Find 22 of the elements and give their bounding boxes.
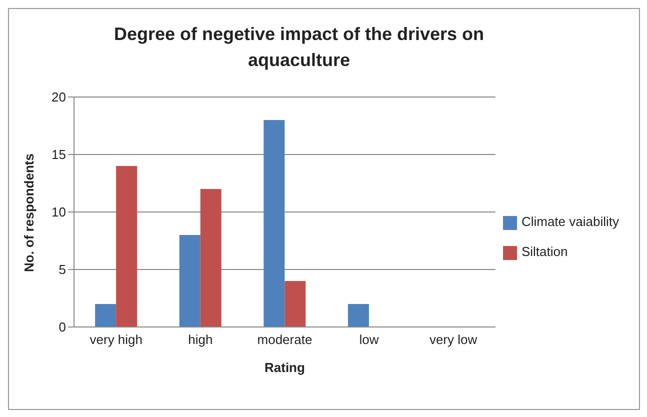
y-tick-label: 0 <box>58 320 66 335</box>
x-tick-label: high <box>188 332 213 348</box>
x-tick-label: very high <box>90 332 143 348</box>
y-tick-label: 10 <box>52 204 66 220</box>
x-tick-label: low <box>359 332 380 348</box>
bar <box>179 235 200 327</box>
legend-label: Siltation <box>521 244 568 259</box>
bar <box>200 189 222 327</box>
bar <box>95 304 116 327</box>
bar <box>348 304 369 327</box>
y-tick-label: 20 <box>52 90 66 105</box>
legend-label: Climate vaiability <box>521 214 619 229</box>
x-tick-label: very low <box>429 332 478 348</box>
chart-title: Degree of negetive impact of the drivers on aquaculture <box>112 23 486 72</box>
y-axis-title: No. of respondents <box>22 154 37 272</box>
x-tick-label: moderate <box>257 332 312 348</box>
y-tick-label: 5 <box>58 262 66 278</box>
bar <box>284 281 306 327</box>
bar <box>264 120 285 327</box>
y-tick-label: 15 <box>52 147 66 162</box>
x-axis-title: Rating <box>264 360 305 375</box>
bar <box>116 166 138 327</box>
